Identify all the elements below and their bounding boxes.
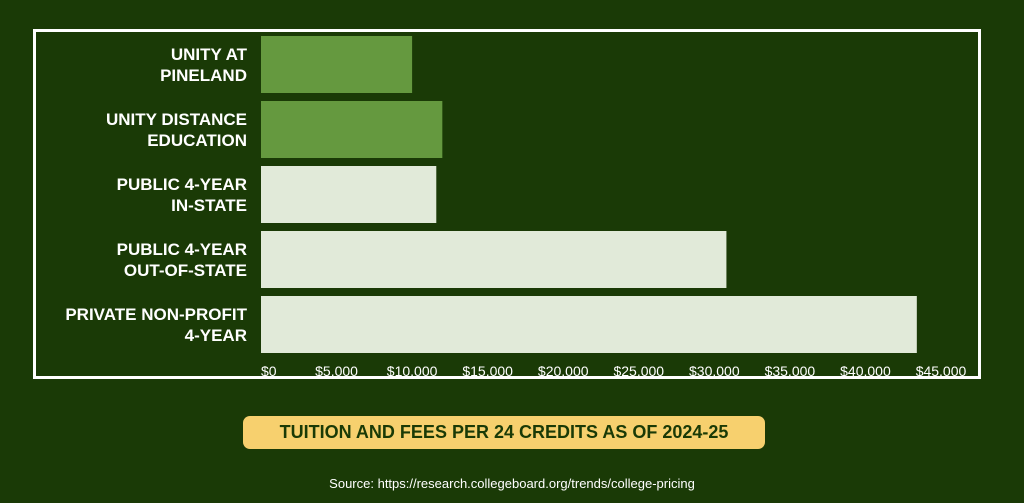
chart-title: TUITION AND FEES PER 24 CREDITS AS OF 20… [243, 416, 765, 449]
category-label-3: PUBLIC 4-YEAR OUT-OF-STATE [117, 240, 247, 280]
bar-2 [261, 166, 437, 223]
bar-4 [261, 296, 917, 353]
x-tick-label-7: $35,000 [765, 363, 816, 379]
category-label-0: UNITY AT PINELAND [160, 45, 248, 85]
category-label-4: PRIVATE NON-PROFIT 4-YEAR [65, 305, 247, 345]
x-tick-label-0: $0 [261, 363, 277, 379]
x-tick-label-5: $25,000 [613, 363, 664, 379]
source-note: Source: https://research.collegeboard.or… [329, 476, 695, 491]
bar-chart: UNITY AT PINELAND UNITY DISTANCE EDUCATION P… [65, 36, 967, 379]
bar-0 [261, 36, 413, 93]
x-tick-label-2: $10,000 [387, 363, 438, 379]
x-tick-label-8: $40,000 [840, 363, 891, 379]
chart-frame [33, 29, 981, 379]
x-tick-label-6: $30,000 [689, 363, 740, 379]
x-tick-label-9: $45,000 [916, 363, 967, 379]
x-tick-label-4: $20,000 [538, 363, 589, 379]
category-label-2: PUBLIC 4-YEAR IN-STATE [117, 175, 247, 215]
x-tick-label-1: $5,000 [315, 363, 358, 379]
bar-3 [261, 231, 727, 288]
x-tick-label-3: $15,000 [462, 363, 513, 379]
bar-1 [261, 101, 443, 158]
category-label-1: UNITY DISTANCE EDUCATION [106, 110, 247, 150]
